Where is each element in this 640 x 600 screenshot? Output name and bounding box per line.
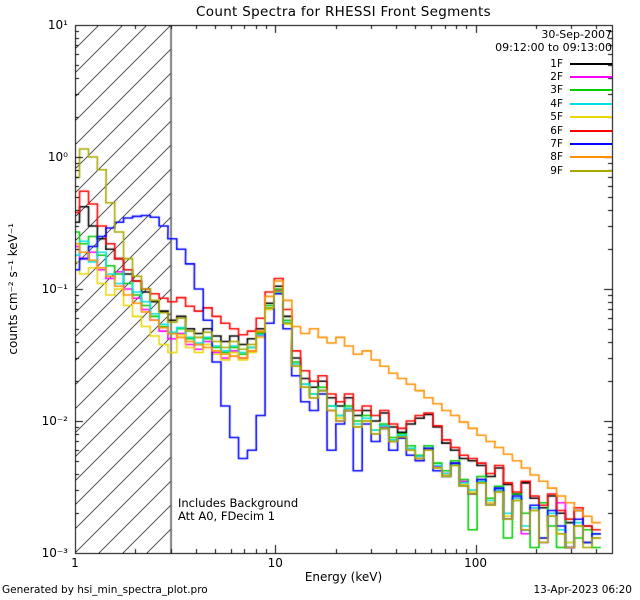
legend-label: 2F [550, 71, 563, 84]
generation-timestamp: 13-Apr-2023 06:20 [533, 584, 632, 596]
legend-entry-4F: 4F [550, 97, 612, 110]
legend-color-swatch [570, 156, 612, 159]
legend-color-swatch [570, 116, 612, 119]
legend-label: 4F [550, 97, 563, 110]
legend-entry-8F: 8F [550, 151, 612, 164]
background-annotation: Includes Background [178, 496, 299, 510]
legend-color-swatch [570, 76, 612, 79]
legend-color-swatch [570, 143, 612, 146]
legend-entry-3F: 3F [550, 84, 612, 97]
y-axis-tick-labels: 10¹ 10⁰ 10⁻¹ 10⁻² 10⁻³ [0, 0, 70, 600]
legend-entry-2F: 2F [550, 70, 612, 83]
legend-label: 8F [550, 151, 563, 164]
legend-label: 1F [550, 57, 563, 70]
y-tick-label: 10⁰ [47, 150, 68, 164]
legend-entry-7F: 7F [550, 137, 612, 150]
legend-color-swatch [570, 62, 612, 65]
observation-date: 30-Sep-2007 [541, 28, 612, 41]
legend-label: 9F [550, 164, 563, 177]
observation-time-range: 09:12:00 to 09:13:00 [495, 41, 612, 54]
legend-entry-6F: 6F [550, 124, 612, 137]
x-tick-label: 1 [71, 556, 79, 570]
x-axis-tick-labels: 1 10 100 [0, 556, 640, 570]
legend-entry-5F: 5F [550, 111, 612, 124]
legend-label: 5F [550, 111, 563, 124]
x-axis-label: Energy (keV) [304, 570, 383, 584]
legend-label: 6F [550, 124, 563, 137]
legend-entry-9F: 9F [550, 164, 612, 177]
observation-datetime: 30-Sep-2007 09:12:00 to 09:13:00 [495, 28, 612, 54]
plot-annotations: Includes Background Att A0, FDecim 1 [178, 497, 298, 522]
plot-title: Count Spectra for RHESSI Front Segments [196, 4, 491, 20]
generator-credit: Generated by hsi_min_spectra_plot.pro [2, 584, 208, 596]
x-tick-label: 10 [267, 556, 283, 570]
legend-label: 7F [550, 138, 563, 151]
attenuator-annotation: Att A0, FDecim 1 [178, 508, 276, 523]
legend-entry-1F: 1F [550, 57, 612, 70]
x-tick-label: 100 [464, 556, 487, 570]
legend-color-swatch [570, 129, 612, 132]
legend-color-swatch [570, 102, 612, 105]
y-tick-label: 10⁻¹ [41, 282, 68, 296]
legend-color-swatch [570, 89, 612, 92]
detector-legend: 1F 2F 3F 4F 5F 6F 7F 8F 9F [550, 57, 612, 178]
legend-label: 3F [550, 84, 563, 97]
legend-color-swatch [570, 169, 612, 172]
y-tick-label: 10⁻³ [41, 546, 68, 560]
y-tick-label: 10⁻² [41, 414, 68, 428]
y-tick-label: 10¹ [47, 18, 68, 32]
